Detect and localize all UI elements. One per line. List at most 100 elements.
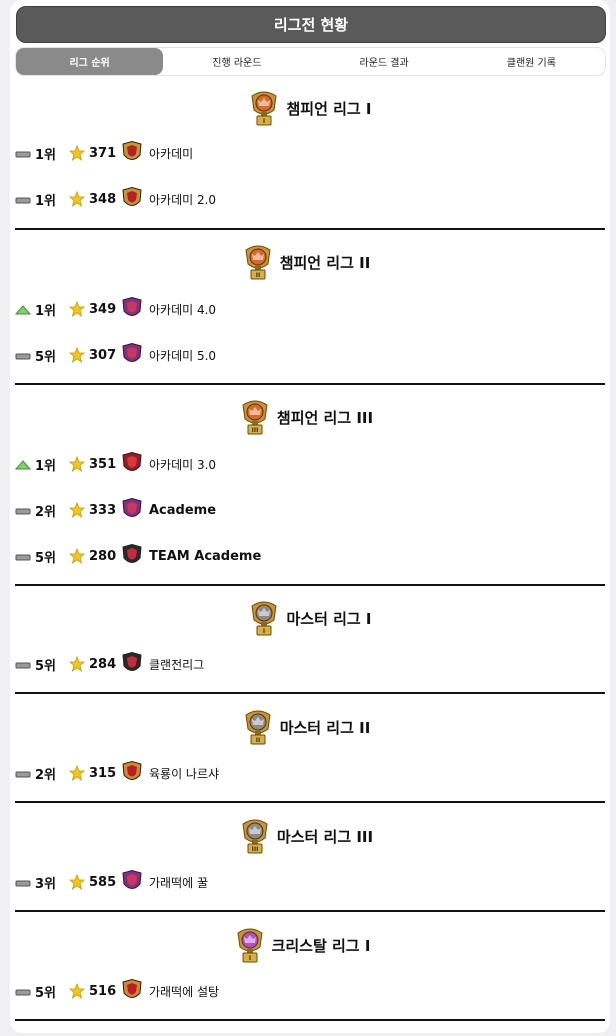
- clan-row[interactable]: 5위 516 가래떡에 설탕: [15, 978, 220, 1003]
- rank-same-icon: [15, 505, 31, 515]
- league-name: 마스터 리그 I: [286, 609, 372, 628]
- shield-purple-icon: [121, 296, 143, 321]
- section-divider: [15, 692, 605, 694]
- star-icon: [68, 501, 86, 518]
- clan-rank: 1위: [35, 303, 57, 319]
- shield-dark-icon: [121, 543, 143, 568]
- clan-name: 가래떡에 설탕: [149, 984, 220, 999]
- star-icon: [68, 455, 86, 472]
- league-name: 챔피언 리그 II: [279, 253, 371, 272]
- svg-text:I: I: [263, 628, 265, 635]
- section-divider: [15, 584, 605, 586]
- tab-label: 라운드 결과: [359, 58, 409, 69]
- star-icon: [68, 655, 86, 672]
- shield-gold-icon: [121, 140, 143, 165]
- star-icon: [68, 300, 86, 317]
- clan-rank: 1위: [35, 147, 57, 163]
- svg-text:II: II: [255, 272, 259, 279]
- shield-gold-icon: [121, 186, 143, 211]
- rank-same-icon: [15, 768, 31, 778]
- svg-text:III: III: [252, 427, 259, 434]
- champion-league-badge-icon: III: [239, 399, 271, 435]
- tab-label: 진행 라운드: [212, 58, 262, 69]
- clan-stars: 284: [89, 656, 117, 672]
- rank-same-icon: [15, 194, 31, 204]
- clan-name: TEAM Academe: [149, 548, 262, 564]
- svg-text:I: I: [248, 955, 250, 962]
- section-divider: [15, 910, 605, 912]
- star-icon: [68, 764, 86, 781]
- rank-same-icon: [15, 551, 31, 561]
- shield-orange-icon: [121, 978, 143, 1003]
- tab-label: 클랜원 기록: [506, 58, 556, 69]
- clan-name: 아카데미 2.0: [149, 192, 217, 207]
- shield-red-icon: [121, 451, 143, 476]
- master-league-badge-icon: I: [248, 600, 280, 636]
- clan-stars: 371: [89, 145, 117, 161]
- clan-stars: 307: [89, 347, 117, 363]
- svg-text:II: II: [255, 737, 259, 744]
- league-title: III 마스터 리그 III: [11, 818, 601, 854]
- svg-text:I: I: [263, 118, 265, 125]
- clan-row[interactable]: 1위 351 아카데미 3.0: [14, 451, 217, 476]
- clan-row[interactable]: 3위 585 가래떡에 꿀: [15, 869, 209, 894]
- tab-league-ranking[interactable]: 리그 순위: [16, 48, 164, 75]
- shield-dark-icon: [121, 651, 143, 676]
- rank-up-icon: [14, 304, 32, 315]
- clan-name: 아카데미 3.0: [149, 457, 217, 472]
- clan-row[interactable]: 2위 315 육룡이 나르샤: [15, 760, 219, 785]
- clan-stars: 585: [89, 874, 117, 890]
- star-icon: [68, 346, 86, 363]
- section-divider: [15, 383, 605, 385]
- clan-stars: 280: [89, 548, 117, 564]
- rank-up-icon: [14, 459, 32, 470]
- section-divider: [15, 1019, 605, 1021]
- league-title: II 마스터 리그 II: [11, 709, 601, 745]
- clan-name: 클랜전리그: [149, 657, 205, 672]
- clan-rank: 2위: [35, 504, 57, 520]
- league-title: III 챔피언 리그 III: [11, 399, 601, 435]
- clan-stars: 516: [89, 983, 117, 999]
- clan-rank: 5위: [35, 985, 57, 1001]
- league-name: 마스터 리그 II: [279, 718, 371, 737]
- clan-rank: 1위: [35, 458, 57, 474]
- section-divider: [15, 228, 605, 230]
- shield-purple-icon: [121, 342, 143, 367]
- clan-row[interactable]: 5위 307 아카데미 5.0: [15, 342, 217, 367]
- clan-row[interactable]: 1위 348 아카데미 2.0: [15, 186, 217, 211]
- page-title-text: 리그전 현황: [273, 16, 349, 34]
- master-league-badge-icon: II: [242, 709, 274, 745]
- tab-bar: 리그 순위 진행 라운드 라운드 결과 클랜원 기록: [15, 47, 606, 76]
- clan-rank: 5위: [35, 349, 57, 365]
- clan-name: 아카데미 5.0: [149, 348, 217, 363]
- clan-name: 가래떡에 꿀: [149, 875, 209, 890]
- clan-rank: 3위: [35, 876, 57, 892]
- league-name: 챔피언 리그 III: [276, 408, 374, 427]
- clan-row[interactable]: 5위 284 클랜전리그: [15, 651, 205, 676]
- clan-name: Academe: [149, 502, 217, 518]
- champion-league-badge-icon: II: [242, 244, 274, 280]
- tab-label: 리그 순위: [69, 58, 110, 69]
- league-name: 챔피언 리그 I: [286, 99, 372, 118]
- rank-same-icon: [15, 986, 31, 996]
- champion-league-badge-icon: I: [248, 90, 280, 126]
- league-title: I 챔피언 리그 I: [15, 90, 605, 126]
- league-title: II 챔피언 리그 II: [11, 244, 601, 280]
- tab-current-round[interactable]: 진행 라운드: [163, 48, 310, 75]
- shield-purple-icon: [121, 497, 143, 522]
- tab-member-records[interactable]: 클랜원 기록: [458, 48, 605, 75]
- rank-same-icon: [15, 350, 31, 360]
- clan-rank: 2위: [35, 767, 57, 783]
- clan-row[interactable]: 1위 349 아카데미 4.0: [14, 296, 216, 321]
- tab-round-results[interactable]: 라운드 결과: [311, 48, 458, 75]
- clan-rank: 1위: [35, 193, 57, 209]
- league-name: 마스터 리그 III: [276, 827, 374, 846]
- star-icon: [68, 873, 86, 890]
- clan-row[interactable]: 5위 280 TEAM Academe: [15, 543, 262, 568]
- clan-row[interactable]: 1위 371 아카데미: [15, 140, 193, 165]
- clan-row[interactable]: 2위 333 Academe: [15, 497, 217, 522]
- shield-orange-icon: [121, 760, 143, 785]
- star-icon: [68, 547, 86, 564]
- clan-stars: 348: [89, 191, 117, 207]
- page-title: 리그전 현황: [16, 6, 606, 43]
